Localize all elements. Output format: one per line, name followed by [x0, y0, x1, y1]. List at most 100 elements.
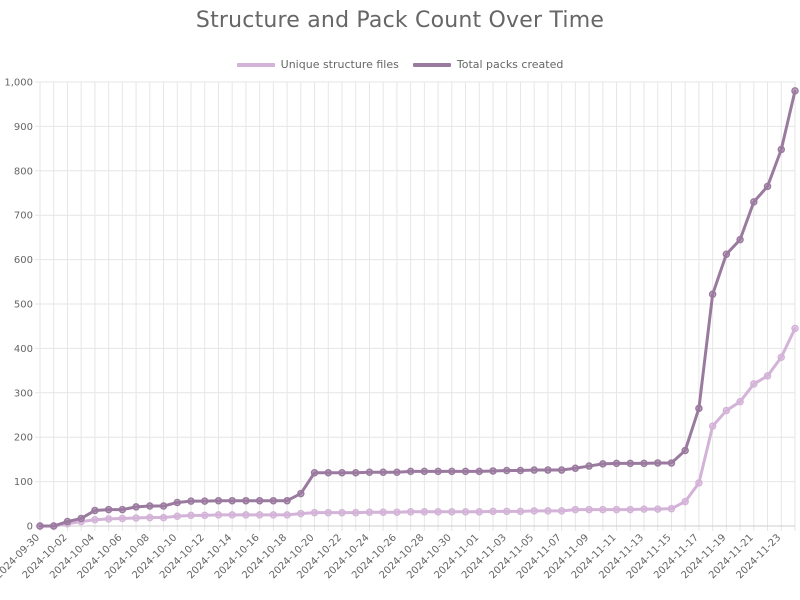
data-point	[544, 507, 552, 515]
data-point	[791, 324, 799, 333]
data-point	[448, 508, 456, 516]
data-point	[736, 235, 744, 244]
data-point	[612, 505, 621, 514]
data-point	[434, 508, 442, 516]
data-point	[310, 468, 319, 477]
chart-legend: Unique structure files Total packs creat…	[0, 58, 800, 71]
data-point	[63, 517, 72, 526]
data-point	[269, 496, 278, 505]
data-point	[200, 497, 209, 505]
data-point	[448, 467, 456, 476]
data-point	[242, 511, 250, 519]
data-point	[612, 459, 621, 468]
data-point	[393, 508, 401, 516]
y-tick-label: 600	[14, 255, 33, 266]
series-layer	[36, 87, 799, 530]
data-point	[640, 459, 648, 468]
chart-title: Structure and Pack Count Over Time	[195, 8, 605, 33]
data-point	[132, 503, 140, 511]
data-point	[393, 468, 401, 477]
data-point	[708, 290, 717, 298]
data-point	[722, 406, 731, 415]
data-point	[310, 508, 319, 517]
data-point	[777, 145, 786, 154]
data-point	[420, 467, 429, 476]
data-point	[269, 511, 278, 519]
data-point	[49, 522, 58, 530]
data-point	[695, 404, 703, 413]
data-point	[777, 353, 786, 362]
legend-item-unique-structure-files[interactable]: Unique structure files	[236, 58, 399, 71]
data-point	[681, 446, 689, 455]
legend-swatch-total-packs-created	[412, 62, 451, 67]
data-point	[557, 466, 566, 474]
data-point	[228, 496, 236, 505]
data-point	[640, 505, 648, 513]
y-tick-label: 400	[14, 344, 33, 355]
data-point	[297, 489, 305, 498]
data-point	[200, 511, 209, 520]
data-point	[283, 511, 291, 519]
series-line-1	[38, 89, 797, 528]
data-point	[763, 372, 772, 380]
legend-item-total-packs-created[interactable]: Total packs created	[412, 58, 564, 71]
data-point	[324, 508, 333, 517]
y-tick-label: 300	[14, 388, 33, 399]
data-point	[722, 250, 731, 259]
data-point	[791, 87, 799, 95]
data-point	[653, 459, 662, 467]
data-point	[324, 468, 333, 477]
data-point	[118, 505, 127, 514]
data-point	[750, 198, 758, 206]
data-point	[91, 516, 99, 524]
data-point	[708, 422, 717, 430]
data-point	[489, 507, 497, 516]
data-point	[242, 496, 250, 505]
y-tick-label: 700	[14, 211, 33, 222]
data-point	[36, 522, 44, 530]
legend-label-unique-structure-files: Unique structure files	[280, 58, 399, 71]
y-tick-label: 500	[14, 300, 33, 311]
data-point	[351, 468, 360, 477]
data-point	[653, 505, 662, 513]
y-tick-label: 100	[14, 477, 33, 488]
data-point	[406, 508, 415, 516]
data-point	[475, 508, 484, 516]
grid-layer	[35, 81, 796, 531]
data-point	[214, 511, 223, 519]
y-tick-label: 900	[14, 122, 33, 133]
data-point	[571, 464, 580, 473]
data-point	[557, 507, 566, 515]
data-point	[338, 468, 346, 477]
data-point	[516, 507, 525, 516]
data-point	[379, 508, 387, 516]
data-point	[626, 459, 635, 468]
data-point	[667, 504, 676, 513]
data-point	[159, 513, 168, 522]
data-point	[489, 467, 497, 475]
data-point	[599, 460, 607, 468]
y-tick-label: 200	[14, 433, 33, 444]
label-layer: 01002003004005006007008009001,0002024-09…	[0, 78, 783, 582]
data-point	[585, 462, 593, 470]
data-point	[626, 505, 635, 514]
data-point	[214, 496, 223, 505]
data-point	[516, 466, 525, 475]
data-point	[750, 380, 758, 388]
data-point	[571, 505, 580, 514]
data-point	[104, 505, 113, 514]
data-point	[146, 513, 154, 522]
data-point	[118, 514, 127, 523]
data-point	[365, 508, 374, 516]
data-point	[297, 509, 305, 518]
data-point	[173, 512, 182, 520]
data-point	[132, 514, 140, 522]
data-point	[544, 466, 552, 474]
data-point	[146, 502, 154, 510]
data-point	[461, 508, 470, 516]
data-point	[434, 467, 442, 476]
data-point	[283, 496, 291, 505]
data-point	[530, 466, 538, 474]
legend-label-total-packs-created: Total packs created	[456, 58, 564, 71]
data-point	[502, 507, 511, 516]
